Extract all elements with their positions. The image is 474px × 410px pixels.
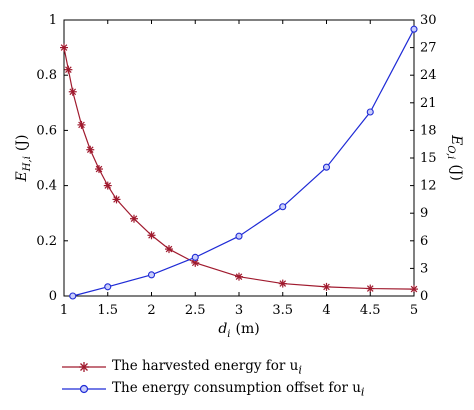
consumption-point xyxy=(147,271,156,279)
y-right-tick-label: 15 xyxy=(420,151,437,166)
consumption-point xyxy=(104,283,112,291)
legend: The harvested energy for ui The energy c… xyxy=(62,356,365,400)
y-right-tick-label: 12 xyxy=(420,179,437,194)
x-axis-title: di (m) xyxy=(218,321,259,340)
harvested-point xyxy=(77,120,86,129)
y-right-tick-label: 3 xyxy=(420,261,428,276)
y-right-tick-label: 9 xyxy=(420,206,428,221)
legend-item-harvested: The harvested energy for ui xyxy=(62,356,365,378)
y-left-tick-label: 0.4 xyxy=(36,179,57,194)
x-tick-label: 2.5 xyxy=(185,303,206,318)
consumption-point xyxy=(191,253,199,261)
series-consumption-line xyxy=(72,28,415,297)
harvested-point xyxy=(278,279,287,288)
legend-swatch-consumption xyxy=(62,384,106,394)
x-tick-label: 4.5 xyxy=(360,303,381,318)
series-energy-consumption-offset xyxy=(69,25,418,300)
harvested-point xyxy=(60,43,68,52)
harvested-point xyxy=(366,284,375,293)
y-right-tick-label: 0 xyxy=(420,289,428,304)
harvested-point xyxy=(322,282,331,291)
y-left-tick-label: 0.2 xyxy=(36,234,57,249)
x-tick-label: 2 xyxy=(147,303,155,318)
series-harvested-energy xyxy=(60,43,418,294)
consumption-point xyxy=(322,163,331,171)
star-marker-icon xyxy=(79,362,89,372)
consumption-point xyxy=(279,203,287,211)
consumption-point xyxy=(69,292,77,300)
series-harvested-line xyxy=(63,47,415,290)
legend-swatch-harvested xyxy=(62,362,106,372)
y-right-tick-label: 30 xyxy=(420,13,437,28)
x-tick-label: 5 xyxy=(410,303,418,318)
tick-layer: 1 1.5 2 2.5 3 3.5 4 4.5 500.20.40.60.81036912151… xyxy=(36,13,436,318)
harvested-point xyxy=(95,165,103,174)
chart: 1 1.5 2 2.5 3 3.5 4 4.5 500.20.40.60.81036912151… xyxy=(14,13,464,340)
consumption-point xyxy=(235,232,243,240)
y-right-tick-label: 18 xyxy=(420,123,437,138)
y-right-axis-title: EO,i(J) xyxy=(445,134,464,181)
y-left-tick-label: 0 xyxy=(49,289,57,304)
harvested-point xyxy=(103,181,112,190)
legend-item-consumption: The energy consumption offset for ui xyxy=(62,378,365,400)
x-tick-label: 1 xyxy=(60,303,68,318)
harvested-point xyxy=(165,245,173,254)
x-tick-label: 1.5 xyxy=(97,303,118,318)
series-layer xyxy=(60,25,418,300)
harvested-point xyxy=(235,272,243,281)
y-right-tick-label: 24 xyxy=(420,68,437,83)
legend-label-harvested: The harvested energy for ui xyxy=(112,357,302,377)
consumption-point xyxy=(366,108,374,116)
plot-frame xyxy=(63,19,415,297)
y-left-tick-label: 1 xyxy=(49,13,57,28)
harvested-point xyxy=(130,214,138,223)
circle-marker-icon xyxy=(79,384,89,394)
y-left-tick-label: 0.6 xyxy=(36,123,57,138)
harvested-point xyxy=(147,231,156,240)
consumption-point xyxy=(410,25,418,33)
y-right-tick-label: 21 xyxy=(420,96,437,111)
harvested-point xyxy=(112,195,121,204)
y-left-tick-label: 0.8 xyxy=(36,68,57,83)
x-tick-label: 4 xyxy=(322,303,330,318)
y-right-tick-label: 27 xyxy=(420,41,437,56)
x-tick-label: 3.5 xyxy=(272,303,293,318)
harvested-point xyxy=(410,285,418,294)
harvested-point xyxy=(64,65,73,74)
harvested-point xyxy=(86,145,95,154)
y-right-tick-label: 6 xyxy=(420,234,428,249)
harvested-point xyxy=(68,87,77,96)
legend-label-consumption: The energy consumption offset for ui xyxy=(112,379,365,399)
y-left-axis-title: EH,i(J) xyxy=(14,135,33,183)
x-tick-label: 3 xyxy=(235,303,243,318)
